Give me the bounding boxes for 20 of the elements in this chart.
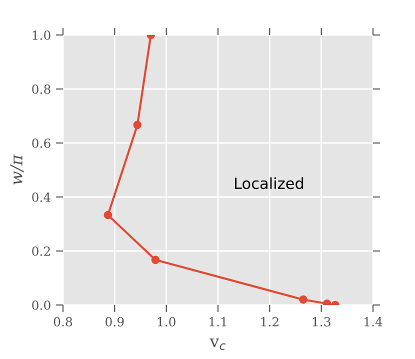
y-tick-label: 0.6: [32, 138, 50, 148]
point: [104, 210, 112, 220]
point: [299, 295, 308, 304]
x-tick-label: 1.3: [312, 317, 330, 326]
point: [133, 120, 142, 130]
x-tick-label: 0.8: [54, 317, 72, 326]
x-tick-label: 1.4: [364, 317, 382, 326]
y-tick-label: 0.0: [32, 300, 50, 310]
y-tick-label: 0.8: [32, 84, 50, 94]
y-tick-label: 0.4: [32, 192, 51, 202]
y-axis-title: w/π: [10, 154, 24, 184]
x-tick-label: 1.1: [210, 317, 226, 326]
point: [151, 256, 160, 264]
x-tick-label: 0.9: [106, 317, 124, 326]
x-tick-label: 1.0: [158, 317, 176, 326]
x-axis-title: v$_{c}$: [210, 338, 226, 350]
y-tick-label: 1.0: [32, 30, 50, 40]
x-tick-label: 1.2: [261, 317, 278, 326]
y-tick-label: 0.2: [32, 246, 50, 256]
annotation: Localized: [235, 177, 304, 190]
